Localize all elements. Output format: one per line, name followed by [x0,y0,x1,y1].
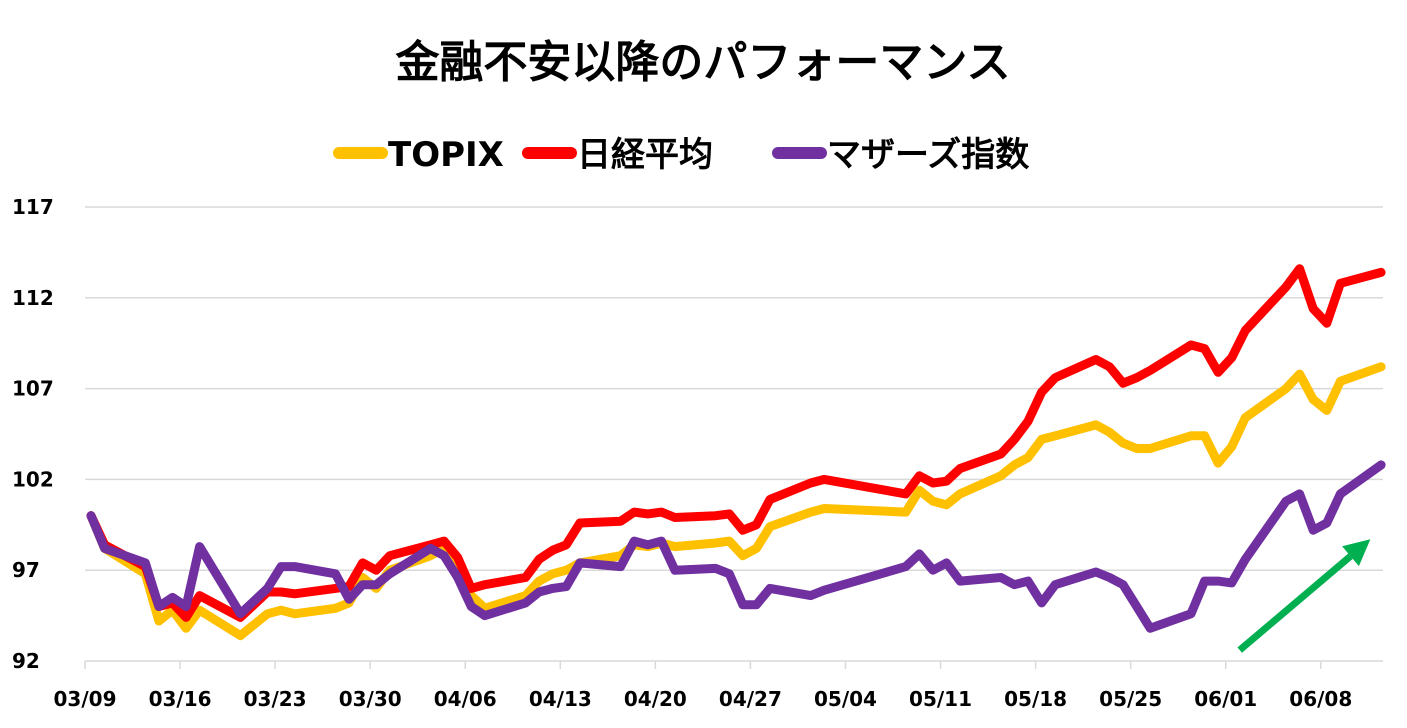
annotations [1237,539,1371,653]
x-tick-label-06/08: 06/08 [1289,687,1352,711]
x-tick-label-04/06: 04/06 [434,687,497,711]
x-tick-label-05/11: 05/11 [909,687,972,711]
legend-label-nikkei: 日経平均 [577,135,713,175]
x-tick-label-05/25: 05/25 [1099,687,1162,711]
y-tick-label-102: 102 [12,467,54,491]
x-tick-label-04/13: 04/13 [529,687,592,711]
y-tick-label-112: 112 [12,286,54,310]
y-tick-label-107: 107 [12,377,54,401]
legend: TOPIX 日経平均 マザーズ指数 [333,135,1029,175]
x-tick-label-03/16: 03/16 [149,687,212,711]
series-lines [86,264,1386,641]
legend-label-topix: TOPIX [388,135,504,175]
x-tick-label-03/09: 03/09 [54,687,117,711]
series-line-nikkei [86,264,1386,622]
y-axis-ticks: 92 97 102 107 112 117 [12,195,54,673]
annotation-arrow-shaft [1237,553,1353,653]
series-line-mothers [86,460,1386,633]
chart-title: 金融不安以降のパフォーマンス [394,37,1010,88]
series-line-topix [86,362,1386,641]
x-tick-label-05/04: 05/04 [814,687,877,711]
y-tick-label-92: 92 [12,649,40,673]
legend-label-mothers: マザーズ指数 [827,135,1029,175]
x-tick-label-04/20: 04/20 [624,687,687,711]
x-tick-label-05/18: 05/18 [1004,687,1067,711]
x-tick-label-06/01: 06/01 [1194,687,1257,711]
y-tick-label-97: 97 [12,558,40,582]
x-axis: 03/09 03/16 03/23 03/30 04/06 04/13 04/20 04/27… [54,660,1383,711]
x-tick-label-03/30: 03/30 [339,687,402,711]
annotation-arrow-head [1342,539,1371,567]
y-tick-label-117: 117 [12,195,54,219]
x-tick-label-04/27: 04/27 [719,687,782,711]
x-tick-label-03/23: 03/23 [244,687,307,711]
